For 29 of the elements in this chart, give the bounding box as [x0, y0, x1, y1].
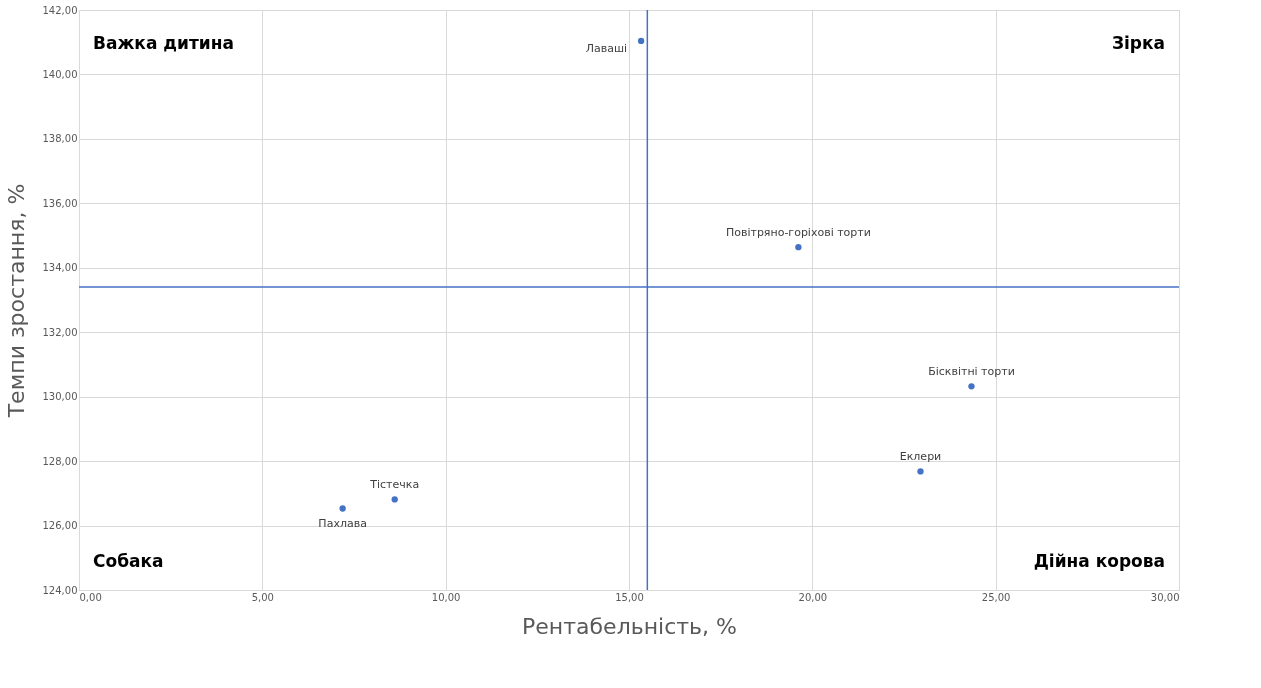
y-tick-label: 126,00 [42, 520, 78, 532]
x-tick-label: 15,00 [615, 591, 644, 603]
annotation: Повітряно-горіхові торти [725, 226, 871, 240]
y-tick-label: 132,00 [42, 326, 78, 338]
y-tick-label: 130,00 [42, 391, 78, 403]
y-tick-label: 134,00 [42, 262, 78, 274]
annotation: Еклери [899, 450, 942, 464]
annotation: Лаваші [585, 41, 628, 55]
y-tick-label: 124,00 [42, 584, 78, 596]
annotation: Дійна корова [1033, 551, 1165, 571]
x-tick-label: 5,00 [251, 591, 274, 603]
annotation: Собака [93, 551, 164, 571]
y-axis-title: Темпи зростання, % [3, 183, 29, 419]
y-tick-label: 128,00 [42, 455, 78, 467]
annotation: Тістечка [369, 478, 420, 492]
y-tick-label: 142,00 [42, 4, 78, 16]
x-tick-label: 20,00 [798, 591, 828, 603]
annotation: Важка дитина [93, 33, 234, 53]
x-axis-title: Рентабельність, % [522, 613, 737, 639]
x-tick-label: 10,00 [431, 591, 461, 603]
annotation: Бісквітні торти [928, 365, 1015, 379]
y-tick-label: 138,00 [42, 133, 78, 145]
x-tick-label: 25,00 [981, 591, 1011, 603]
x-tick-label: 0,00 [79, 591, 102, 603]
annotation: Зірка [1111, 33, 1165, 53]
y-tick-label: 140,00 [42, 68, 78, 80]
annotation: Пахлава [318, 517, 367, 531]
y-tick-label: 136,00 [42, 197, 78, 209]
x-tick-label: 30,00 [1150, 591, 1180, 603]
